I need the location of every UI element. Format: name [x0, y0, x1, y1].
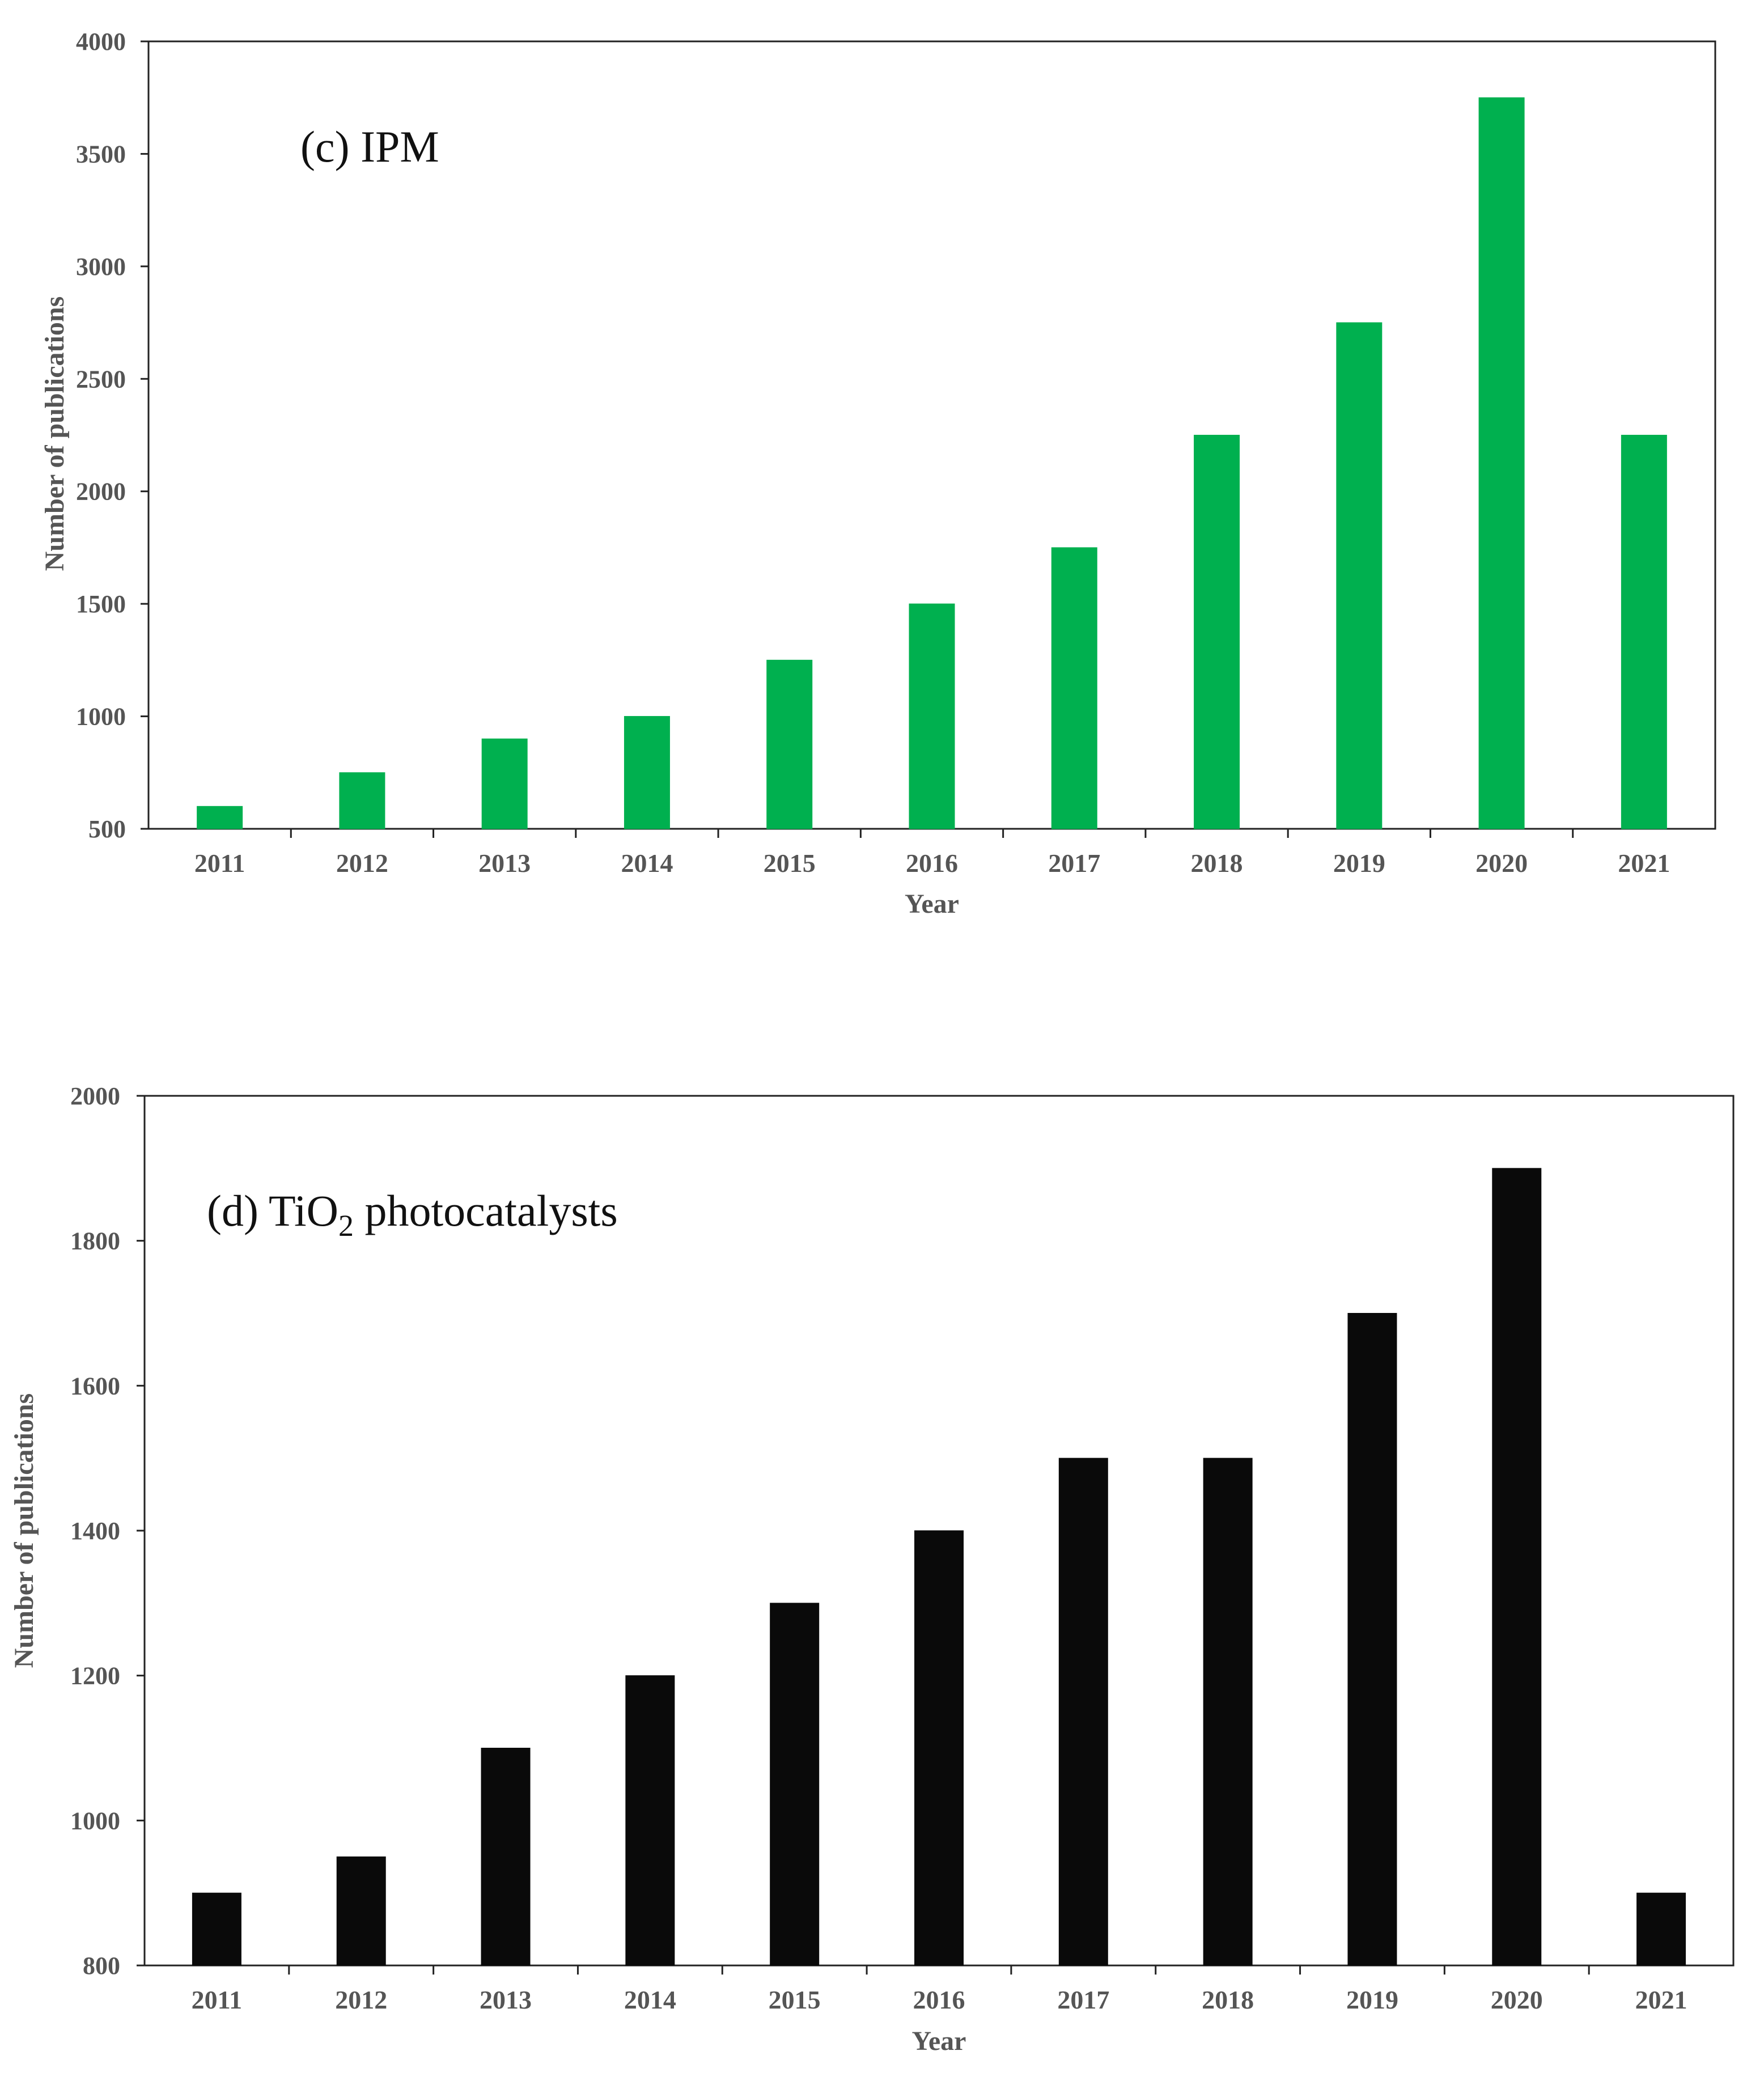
x-tick-label: 2019 — [1333, 849, 1385, 878]
bar-2015 — [766, 659, 813, 829]
bar-2013 — [481, 738, 528, 829]
annotation-main: (d) TiO — [207, 1186, 338, 1235]
bar-2012 — [336, 1856, 386, 1966]
bar-2014 — [625, 1675, 675, 1966]
annotation-subscript: 2 — [338, 1209, 354, 1243]
y-tick-label: 2000 — [76, 478, 126, 506]
y-axis-title: Number of publications — [9, 1393, 39, 1668]
y-tick-label: 1200 — [70, 1662, 120, 1690]
bar-2019 — [1347, 1313, 1397, 1966]
x-tick-label: 2018 — [1191, 849, 1243, 878]
bar-2011 — [192, 1892, 241, 1966]
x-tick-label: 2015 — [769, 1985, 821, 2014]
x-tick-label: 2017 — [1048, 849, 1100, 878]
x-axis-title: Year — [905, 889, 959, 919]
y-tick-label: 3000 — [76, 253, 126, 281]
x-tick-label: 2012 — [335, 1985, 387, 2014]
panel-annotation: (d) TiO2 photocatalysts — [207, 1186, 618, 1243]
bar-2021 — [1636, 1892, 1686, 1966]
x-tick-label: 2013 — [480, 1985, 532, 2014]
x-tick-label: 2020 — [1475, 849, 1528, 878]
y-tick-label: 1600 — [70, 1372, 120, 1400]
bar-2015 — [770, 1603, 820, 1966]
y-tick-label: 1000 — [70, 1807, 120, 1834]
y-tick-label: 1500 — [76, 590, 126, 618]
y-tick-label: 1800 — [70, 1227, 120, 1255]
chart-d-tio2-photocatalysts: 800 1000 1200 1400 1600 1800 2000 2011 2012 2013 2… — [9, 1082, 1735, 2056]
x-tick-label: 2016 — [913, 1985, 965, 2014]
x-tick-label: 2018 — [1202, 1985, 1254, 2014]
x-tick-label: 2013 — [478, 849, 531, 878]
y-tick-label: 2000 — [70, 1082, 120, 1110]
bar-2019 — [1336, 322, 1383, 829]
bar-2021 — [1621, 435, 1667, 829]
bar-2018 — [1194, 435, 1240, 829]
panel-annotation: (c) IPM — [300, 122, 439, 171]
bar-2017 — [1051, 547, 1097, 829]
x-tick-label: 2012 — [336, 849, 388, 878]
x-tick-label: 2021 — [1635, 1985, 1687, 2014]
bar-2017 — [1058, 1458, 1108, 1966]
annotation-main: (c) IPM — [300, 122, 439, 171]
x-tick-label: 2014 — [624, 1985, 676, 2014]
y-tick-label: 500 — [88, 815, 126, 843]
bar-2016 — [914, 1530, 964, 1966]
y-axis-title: Number of publications — [40, 296, 70, 571]
bar-2014 — [624, 716, 670, 829]
chart-c-ipm: 500 1000 1500 2000 2500 3000 3500 4000 2011 2012 2… — [40, 28, 1716, 919]
y-tick-label: 2500 — [76, 365, 126, 393]
bar-2018 — [1203, 1458, 1253, 1966]
bar-2020 — [1492, 1168, 1542, 1966]
x-tick-label: 2019 — [1346, 1985, 1398, 2014]
annotation-suffix: photocatalysts — [354, 1186, 618, 1235]
x-tick-label: 2020 — [1491, 1985, 1543, 2014]
y-tick-label: 800 — [83, 1952, 120, 1980]
x-tick-label: 2017 — [1057, 1985, 1109, 2014]
bar-2013 — [481, 1748, 531, 1966]
y-tick-label: 3500 — [76, 140, 126, 168]
x-tick-label: 2014 — [621, 849, 673, 878]
x-tick-label: 2015 — [764, 849, 816, 878]
bar-2020 — [1478, 97, 1525, 829]
bar-2012 — [339, 772, 385, 829]
x-axis-title: Year — [912, 2026, 966, 2056]
x-tick-label: 2011 — [194, 849, 245, 878]
y-tick-label: 4000 — [76, 28, 126, 56]
bar-2016 — [909, 603, 955, 829]
y-tick-label: 1000 — [76, 703, 126, 731]
x-tick-label: 2016 — [906, 849, 958, 878]
bar-2011 — [197, 806, 243, 829]
x-tick-label: 2021 — [1618, 849, 1670, 878]
x-tick-label: 2011 — [192, 1985, 242, 2014]
y-tick-label: 1400 — [70, 1517, 120, 1545]
